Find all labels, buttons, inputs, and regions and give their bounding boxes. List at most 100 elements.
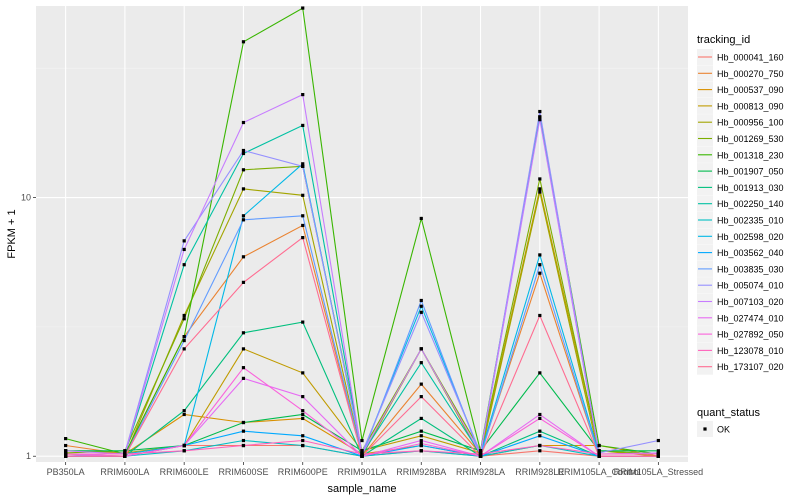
data-point <box>360 438 364 443</box>
data-point <box>301 409 305 413</box>
x-tick-label: RRIM105LA_Stressed <box>614 467 704 477</box>
data-point <box>241 429 246 433</box>
data-point <box>301 162 305 166</box>
data-point <box>597 449 601 453</box>
y-tick-label: 10 <box>21 193 31 203</box>
data-point <box>182 263 186 267</box>
data-point <box>597 443 601 448</box>
legend-label: Hb_000270_750 <box>717 69 784 79</box>
data-point <box>301 164 305 168</box>
legend2-label: OK <box>717 425 730 435</box>
legend2-title: quant_status <box>697 407 760 419</box>
data-point <box>538 434 542 438</box>
data-point <box>478 454 483 458</box>
data-point <box>478 449 483 453</box>
data-point <box>419 304 423 308</box>
data-point <box>301 416 305 421</box>
x-tick-label: PB350LA <box>47 467 85 477</box>
data-point <box>597 452 601 456</box>
data-point <box>241 40 246 44</box>
data-point <box>301 320 305 324</box>
data-points <box>64 6 660 458</box>
legend-label: Hb_000537_090 <box>717 85 784 95</box>
data-point <box>301 438 305 443</box>
data-point <box>360 454 364 458</box>
data-point <box>538 118 542 122</box>
data-point <box>538 313 542 318</box>
y-tick-label: 1 <box>26 451 31 461</box>
data-point <box>419 310 423 314</box>
data-point <box>123 454 127 458</box>
data-point <box>656 438 660 443</box>
data-point <box>538 412 542 417</box>
data-point <box>538 190 542 194</box>
data-point <box>419 416 423 421</box>
data-point <box>301 371 305 375</box>
data-point <box>301 223 305 228</box>
data-point <box>64 449 68 453</box>
legend-label: Hb_123078_010 <box>717 346 784 356</box>
data-point <box>182 443 186 448</box>
data-point <box>419 429 423 433</box>
data-point <box>597 454 601 458</box>
data-point <box>538 443 542 448</box>
data-point <box>64 454 68 458</box>
legend-label: Hb_007103_020 <box>717 297 784 307</box>
data-point <box>301 443 305 448</box>
data-point <box>301 92 305 97</box>
data-point <box>538 187 542 191</box>
legend-label: Hb_001269_530 <box>717 134 784 144</box>
legend-title: tracking_id <box>697 34 750 46</box>
data-point <box>241 347 246 351</box>
x-tick-label: RRIM600PE <box>278 467 328 477</box>
data-point <box>301 434 305 438</box>
data-point <box>241 376 246 380</box>
data-point <box>656 452 660 456</box>
legend-label: Hb_005074_010 <box>717 281 784 291</box>
data-point <box>64 443 68 448</box>
legend-label: Hb_173107_020 <box>717 362 784 372</box>
axes: 1 10 PB350LA RRIM600LA RRIM600LE RRIM600SE RRI… <box>21 193 703 477</box>
data-point <box>538 177 542 181</box>
data-point <box>419 441 423 446</box>
data-point <box>478 452 483 456</box>
data-point <box>241 280 246 284</box>
legend2-point <box>703 427 707 431</box>
data-point <box>419 216 423 221</box>
data-point <box>538 263 542 267</box>
x-tick-label: RRIM928BA <box>396 467 446 477</box>
legend-label: Hb_002335_010 <box>717 216 784 226</box>
data-point <box>301 214 305 218</box>
data-point <box>241 168 246 172</box>
data-point <box>182 449 186 453</box>
data-point <box>419 449 423 453</box>
data-point <box>182 317 186 321</box>
data-point <box>419 434 423 438</box>
data-point <box>419 395 423 399</box>
data-point <box>241 218 246 222</box>
legend-label: Hb_027474_010 <box>717 313 784 323</box>
data-point <box>241 151 246 156</box>
legend-label: Hb_003835_030 <box>717 264 784 274</box>
data-point <box>182 338 186 343</box>
x-tick-label: RRIM600SE <box>218 467 268 477</box>
data-point <box>182 347 186 351</box>
data-point <box>538 429 542 433</box>
data-point <box>419 443 423 448</box>
legend-label: Hb_002598_020 <box>717 232 784 242</box>
data-point <box>182 412 186 417</box>
legend-label: Hb_000813_090 <box>717 101 784 111</box>
data-point <box>241 438 246 443</box>
x-tick-label: RRIM600LA <box>100 467 149 477</box>
data-point <box>656 449 660 453</box>
legend-label: Hb_003562_040 <box>717 248 784 258</box>
data-point <box>301 123 305 128</box>
data-point <box>538 271 542 275</box>
data-point <box>182 335 186 339</box>
x-axis-title: sample_name <box>327 483 396 495</box>
data-point <box>64 436 68 441</box>
legend-label: Hb_001318_230 <box>717 150 784 160</box>
data-point <box>301 236 305 240</box>
data-point <box>301 395 305 399</box>
